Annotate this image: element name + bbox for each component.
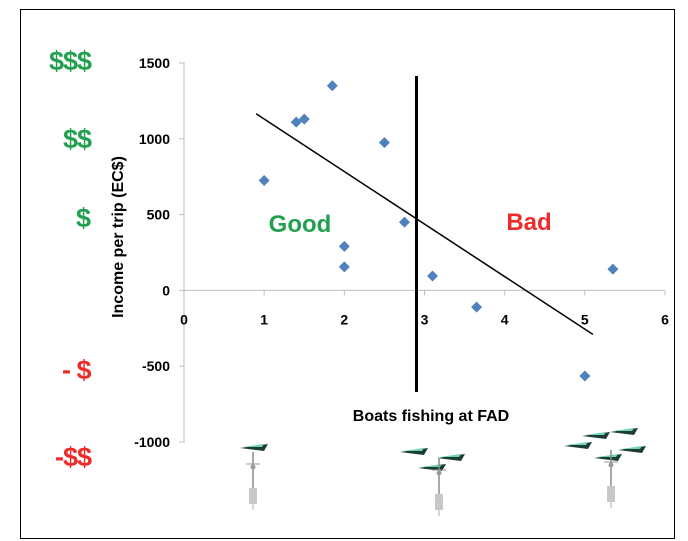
data-point — [338, 240, 350, 252]
trendline-layer — [255, 76, 594, 392]
axes — [179, 62, 666, 443]
boat-icon — [564, 442, 592, 449]
y-axis-title: Income per trip (EC$) — [110, 156, 127, 318]
data-point — [326, 80, 338, 92]
x-tick-label: 3 — [421, 311, 429, 327]
y-tick-label: 1000 — [139, 131, 170, 147]
data-point — [378, 137, 390, 149]
boat-icon — [582, 432, 610, 439]
income-scale-very-negative: -$$ — [55, 442, 92, 472]
boat-icon — [610, 428, 638, 435]
data-points — [258, 80, 619, 382]
chart-labels: Good Bad Boats fishing at FAD Income per tr… — [110, 156, 552, 425]
x-axis-title: Boats fishing at FAD — [353, 408, 509, 425]
boat-icon — [240, 444, 268, 451]
x-tick-label: 0 — [180, 311, 188, 327]
data-point — [579, 370, 591, 382]
boat-icon — [437, 454, 465, 461]
y-tick-label: 500 — [147, 207, 171, 223]
income-scale-medium: $$ — [63, 124, 92, 154]
data-point — [427, 270, 439, 282]
y-tick-label: 0 — [162, 282, 170, 298]
fad-buoy-icon — [604, 450, 618, 508]
boat-icon — [400, 448, 428, 455]
income-scale-high: $$$ — [49, 46, 92, 76]
boat-icon — [618, 446, 646, 453]
boat-icon — [594, 454, 622, 461]
fad-buoy-icon — [246, 452, 260, 510]
x-tick-label: 4 — [501, 311, 509, 327]
fad-buoy-icon — [432, 458, 446, 516]
tick-labels: 1500 1000 500 0 -500 -1000 0 1 2 3 4 5 6 — [134, 55, 669, 450]
trendline — [255, 113, 594, 335]
income-scale-negative: - $ — [62, 355, 91, 385]
data-point — [258, 174, 270, 186]
data-point — [607, 263, 619, 275]
data-point — [290, 116, 302, 128]
x-tick-label: 5 — [581, 311, 589, 327]
data-point — [338, 261, 350, 273]
boat-illustrations — [240, 428, 646, 516]
bad-annotation: Bad — [506, 209, 551, 236]
x-tick-label: 1 — [260, 311, 268, 327]
y-tick-label: -500 — [142, 358, 170, 374]
x-tick-label: 6 — [661, 311, 669, 327]
data-point — [298, 113, 310, 125]
data-point — [471, 301, 483, 313]
x-tick-label: 2 — [340, 311, 348, 327]
y-tick-label: -1000 — [134, 434, 170, 450]
y-tick-label: 1500 — [139, 55, 170, 71]
income-scale-low: $ — [76, 203, 91, 233]
data-point — [398, 216, 410, 228]
good-annotation: Good — [269, 211, 332, 238]
figure-border — [20, 9, 675, 539]
